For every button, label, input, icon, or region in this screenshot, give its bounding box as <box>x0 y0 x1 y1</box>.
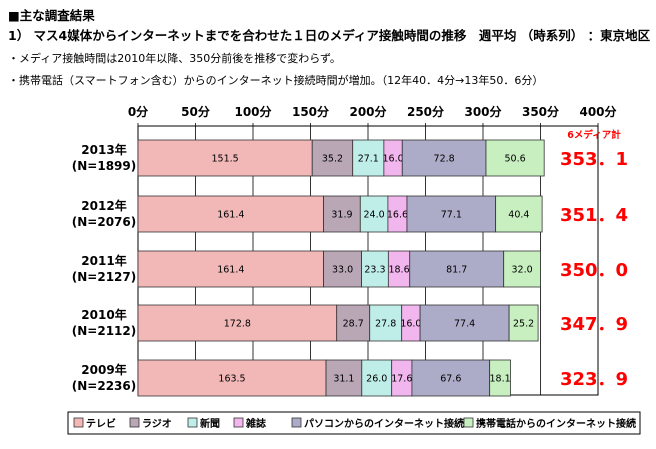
legend-label: ラジオ <box>142 418 172 430</box>
bar-value-label: 31.1 <box>333 374 354 385</box>
bar-segment <box>503 250 541 288</box>
category-label-year: 2012年 <box>81 198 126 213</box>
bar-value-label: 81.7 <box>446 265 467 276</box>
chart-subtitle: 1） マス4媒体からインターネットまでを合わせた１日のメディア接触時間の推移 週… <box>8 28 651 43</box>
bar-segment <box>361 359 393 397</box>
bar-segment <box>137 139 313 177</box>
note-line-2: ・携帯電話（スマートフォン含む）からのインターネット接続時間が増加。（12年40… <box>8 74 544 87</box>
x-tick-label: 350分 <box>522 104 559 119</box>
bar-segment <box>336 304 371 342</box>
bar-value-label: 27.8 <box>375 319 396 330</box>
bar-segment <box>369 304 403 342</box>
bar-segment <box>137 195 325 233</box>
bar-segment <box>311 139 354 177</box>
category-label-year: 2011年 <box>81 253 126 268</box>
x-tick-label: 200分 <box>349 104 386 119</box>
bar-value-label: 151.5 <box>212 154 239 165</box>
legend-label: パソコンからのインターネット接続 <box>304 417 464 430</box>
bar-segment <box>137 359 327 397</box>
bar-value-label: 77.1 <box>441 210 462 221</box>
bar-value-label: 163.5 <box>218 374 245 385</box>
bar-value-label: 33.0 <box>332 265 353 276</box>
category-label-year: 2013年 <box>81 142 126 157</box>
bar-value-label: 161.4 <box>217 210 244 221</box>
legend-label: 新聞 <box>200 417 220 430</box>
x-tick-label: 400分 <box>579 104 616 119</box>
total-value-label: 350．0 <box>560 260 628 281</box>
bar-value-label: 72.8 <box>434 154 455 165</box>
legend-swatch <box>129 417 140 428</box>
total-value-label: 347．9 <box>560 314 628 335</box>
bar-segment <box>495 195 543 233</box>
bar-segment <box>485 139 545 177</box>
bar-value-label: 67.6 <box>440 374 461 385</box>
bar-segment <box>137 304 338 342</box>
bar-segment <box>359 195 389 233</box>
note-line-1: ・メディア接触時間は2010年以降、350分前後を推移で変わらず。 <box>8 52 341 65</box>
category-label-sample: (N=2076) <box>72 215 136 229</box>
x-tick-label: 50分 <box>181 104 210 119</box>
total-value-label: 323．9 <box>560 369 628 390</box>
total-value-label: 351．4 <box>560 205 628 226</box>
bar-value-label: 23.3 <box>364 265 385 276</box>
legend-frame <box>67 411 641 435</box>
legend-swatch <box>233 417 244 428</box>
category-label-sample: (N=2127) <box>72 270 136 284</box>
bar-segment <box>352 139 385 177</box>
bar-segment <box>508 304 539 342</box>
bar-value-label: 172.8 <box>224 319 251 330</box>
bar-value-label: 28.7 <box>343 319 364 330</box>
bar-segment <box>361 250 389 288</box>
bar-value-label: 31.9 <box>331 210 352 221</box>
bar-value-label: 26.0 <box>366 374 387 385</box>
bar-value-label: 50.6 <box>505 154 526 165</box>
bar-segment <box>419 304 510 342</box>
totals-header: 6メディア計 <box>567 129 621 141</box>
bar-segment <box>409 250 505 288</box>
legend-swatch <box>291 417 302 428</box>
bar-value-label: 40.4 <box>508 210 529 221</box>
bar-value-label: 25.2 <box>513 319 534 330</box>
bar-value-label: 17.6 <box>391 374 412 385</box>
x-tick-label: 0分 <box>128 104 148 119</box>
bar-segment <box>323 250 362 288</box>
bar-value-label: 24.0 <box>364 210 385 221</box>
bar-value-label: 18.1 <box>489 374 510 385</box>
bar-value-label: 16.6 <box>387 210 408 221</box>
bar-value-label: 18.6 <box>388 265 409 276</box>
bar-value-label: 16.0 <box>400 319 421 330</box>
total-value-label: 353．1 <box>560 149 628 170</box>
bar-segment <box>401 139 487 177</box>
x-tick-label: 150分 <box>292 104 329 119</box>
page-heading: ■主な調査結果 <box>8 8 95 23</box>
legend-label: 携帯電話からのインターネット接続 <box>476 417 636 430</box>
legend-swatch <box>463 417 474 428</box>
bar-value-label: 27.1 <box>358 154 379 165</box>
legend-label: 雑誌 <box>245 417 266 430</box>
bar-value-label: 32.0 <box>512 265 533 276</box>
category-label-year: 2010年 <box>81 307 126 322</box>
bar-segment <box>489 359 511 397</box>
legend-swatch <box>187 417 198 428</box>
bar-value-label: 161.4 <box>217 265 244 276</box>
bar-value-label: 77.4 <box>454 319 475 330</box>
bar-value-label: 16.0 <box>382 154 403 165</box>
bar-segment <box>325 359 363 397</box>
legend-label: テレビ <box>86 417 116 430</box>
bar-segment <box>323 195 361 233</box>
category-label-sample: (N=1899) <box>72 159 136 173</box>
x-tick-label: 250分 <box>407 104 444 119</box>
category-label-sample: (N=2112) <box>72 324 136 338</box>
legend-swatch <box>73 417 84 428</box>
category-label-year: 2009年 <box>81 362 126 377</box>
category-label-sample: (N=2236) <box>72 379 136 393</box>
x-tick-label: 300分 <box>464 104 501 119</box>
x-tick-label: 100分 <box>234 104 271 119</box>
bar-value-label: 35.2 <box>322 154 343 165</box>
